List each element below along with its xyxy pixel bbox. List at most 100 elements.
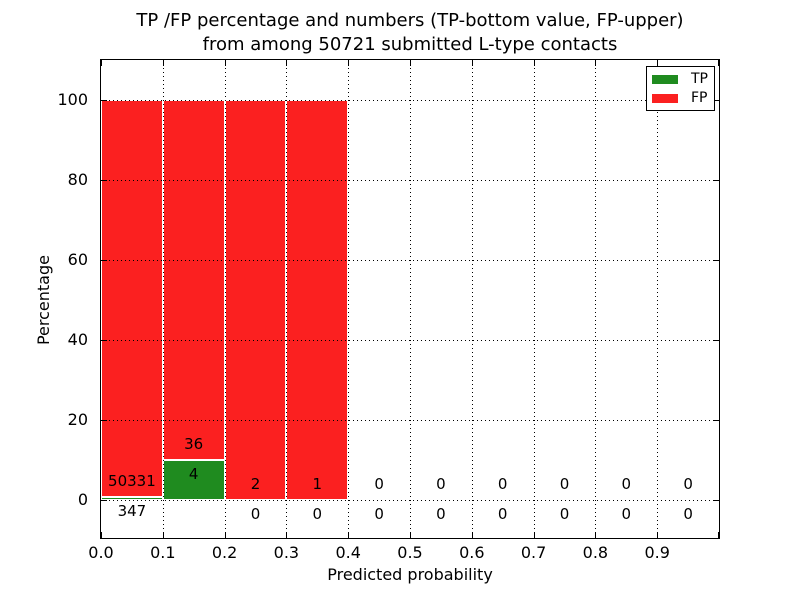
value-label-tp-7: 0 (559, 505, 570, 523)
value-label-fp-9: 0 (683, 475, 693, 493)
x-tickmark-top (348, 60, 350, 66)
x-tick-label-0.1: 0.1 (150, 543, 176, 562)
x-tickmark-top (471, 60, 473, 66)
gridline-v-0.5 (410, 60, 411, 538)
gridline-v-0.3 (286, 60, 288, 538)
x-tick-label-0.8: 0.8 (582, 543, 609, 562)
y-tickmark-right (713, 260, 719, 261)
gridline-v-0.1 (162, 60, 164, 538)
value-label-tp-9: 0 (683, 505, 693, 523)
value-label-fp-3: 1 (312, 475, 323, 493)
x-tick-label-0.6: 0.6 (459, 543, 485, 562)
value-label-tp-5: 0 (436, 505, 446, 523)
gridline-v-0.4 (348, 60, 350, 538)
bar-fp-0 (101, 100, 163, 498)
y-tickmark-left (101, 100, 107, 101)
x-tick-label-0.9: 0.9 (644, 543, 670, 562)
value-label-tp-4: 0 (374, 505, 384, 523)
value-label-fp-8: 0 (621, 475, 632, 493)
x-tickmark-top (533, 60, 535, 66)
x-tickmark-bottom (162, 532, 164, 538)
y-tick-label-100: 100 (57, 90, 88, 109)
y-tickmark-left (101, 180, 107, 181)
legend-label-fp: FP (691, 90, 708, 106)
bars-layer (101, 60, 719, 538)
bar-tp-1 (162, 460, 225, 500)
bar-tp-0 (101, 497, 163, 500)
x-tickmark-top (657, 60, 659, 66)
legend-entry-fp: FP (652, 91, 714, 105)
x-tickmark-bottom (657, 532, 659, 538)
x-tickmark-bottom (286, 532, 288, 538)
chart-title-line1: TP /FP percentage and numbers (TP-bottom… (136, 10, 684, 31)
y-tickmark-right (713, 500, 719, 501)
x-axis-label: Predicted probability (327, 565, 493, 584)
x-tickmark-bottom (718, 532, 719, 538)
y-axis-label: Percentage (34, 255, 53, 346)
y-tickmark-left (101, 420, 107, 421)
legend-swatch-tp-icon (652, 74, 678, 84)
x-tickmark-bottom (595, 532, 597, 538)
x-tickmark-bottom (101, 532, 102, 538)
value-label-fp-6: 0 (497, 475, 508, 493)
bar-fp-2 (224, 100, 287, 500)
x-tickmark-top (595, 60, 597, 66)
y-tickmark-left (101, 500, 107, 501)
y-tickmark-right (713, 420, 719, 421)
x-tickmark-top (286, 60, 288, 66)
ticks-layer (101, 60, 719, 538)
x-tickmark-top (718, 60, 719, 66)
chart-title-line2: from among 50721 submitted L-type contac… (202, 34, 618, 55)
value-labels-layer: 50331 347 36 4 2 0 1 0 0 0 0 0 0 0 0 0 0 0 0 0 (101, 60, 719, 538)
x-tick-label-0.2: 0.2 (211, 543, 238, 562)
value-label-tp-0: 347 (117, 502, 147, 521)
y-tickmark-right (713, 180, 719, 181)
legend-entry-tp: TP (652, 72, 714, 86)
x-tickmark-bottom (348, 532, 350, 538)
gridline-v-0.6 (471, 60, 473, 538)
plot-area: 50331 347 36 4 2 0 1 0 0 0 0 0 0 0 0 0 0 0 0 0 TP FP (100, 59, 720, 539)
legend: TP FP (646, 66, 715, 111)
x-tick-label-0.4: 0.4 (335, 543, 361, 562)
x-tickmark-bottom (471, 532, 473, 538)
x-tickmark-top (224, 60, 226, 66)
x-tickmark-bottom (410, 532, 411, 538)
value-label-fp-5: 0 (436, 475, 446, 493)
x-tickmark-top (162, 60, 164, 66)
x-tick-label-0.5: 0.5 (397, 543, 423, 562)
value-label-fp-0: 50331 (108, 472, 156, 491)
y-tick-label-60: 60 (67, 250, 88, 269)
value-label-fp-2: 2 (250, 475, 261, 493)
x-tickmark-bottom (533, 532, 535, 538)
value-label-tp-2: 0 (250, 505, 261, 523)
value-label-fp-7: 0 (559, 475, 570, 493)
y-tickmark-right (713, 100, 719, 101)
y-tick-label-40: 40 (67, 330, 88, 349)
gridline-v-0.2 (224, 60, 226, 538)
y-tick-label-80: 80 (67, 170, 88, 189)
value-label-tp-3: 0 (312, 505, 323, 523)
gridline-v-0.8 (595, 60, 597, 538)
y-tick-label-20: 20 (67, 410, 88, 429)
x-tick-label-0.7: 0.7 (520, 543, 547, 562)
grid-layer (101, 60, 719, 538)
value-label-tp-6: 0 (497, 505, 508, 523)
x-tickmark-bottom (224, 532, 226, 538)
x-tick-label-0.3: 0.3 (273, 543, 300, 562)
x-tick-label-0.0: 0.0 (88, 543, 114, 562)
y-tick-label-0: 0 (77, 490, 88, 509)
value-label-tp-1: 4 (188, 465, 199, 483)
legend-swatch-fp-icon (652, 93, 678, 103)
chart-title: TP /FP percentage and numbers (TP-bottom… (100, 9, 720, 57)
legend-label-tp: TP (691, 71, 708, 87)
x-tickmark-top (410, 60, 411, 66)
value-label-fp-4: 0 (374, 475, 384, 493)
value-label-tp-8: 0 (621, 505, 632, 523)
y-tickmark-left (101, 260, 107, 261)
y-tickmark-right (713, 340, 719, 341)
gridline-v-0.7 (533, 60, 535, 538)
y-tickmark-left (101, 340, 107, 341)
gridline-v-0.9 (657, 60, 659, 538)
value-label-fp-1: 36 (184, 435, 204, 453)
